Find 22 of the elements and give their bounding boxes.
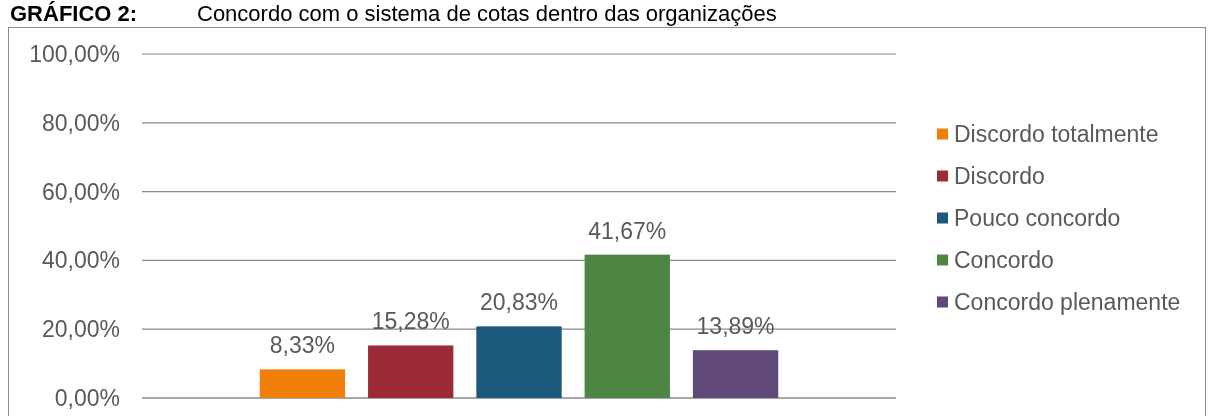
bar: [692, 350, 779, 398]
y-tick-label: 100,00%: [29, 41, 120, 68]
legend-label: Discordo: [954, 163, 1045, 190]
data-label: 20,83%: [479, 289, 559, 316]
y-tick-label: 0,00%: [54, 385, 120, 412]
bar: [259, 369, 346, 398]
bar: [476, 326, 562, 398]
legend-label: Concordo: [954, 247, 1054, 274]
data-label: 15,28%: [371, 308, 450, 335]
data-label: 8,33%: [269, 332, 336, 359]
y-tick-label: 40,00%: [41, 247, 120, 274]
data-label: 13,89%: [696, 313, 775, 340]
legend-label: Pouco concordo: [954, 205, 1121, 232]
y-tick-label: 20,00%: [41, 316, 120, 343]
legend-label: Concordo plenamente: [954, 289, 1181, 316]
chart-title: GRÁFICO 2: Concordo com o sistema de cotas dentro das organizações: [10, 1, 777, 26]
y-tick-label: 60,00%: [41, 178, 120, 205]
data-label: 41,67%: [588, 217, 667, 244]
y-tick-label: 80,00%: [41, 109, 120, 136]
bar: [584, 254, 670, 398]
bar: [368, 345, 454, 398]
legend-label: Discordo totalmente: [954, 121, 1159, 148]
